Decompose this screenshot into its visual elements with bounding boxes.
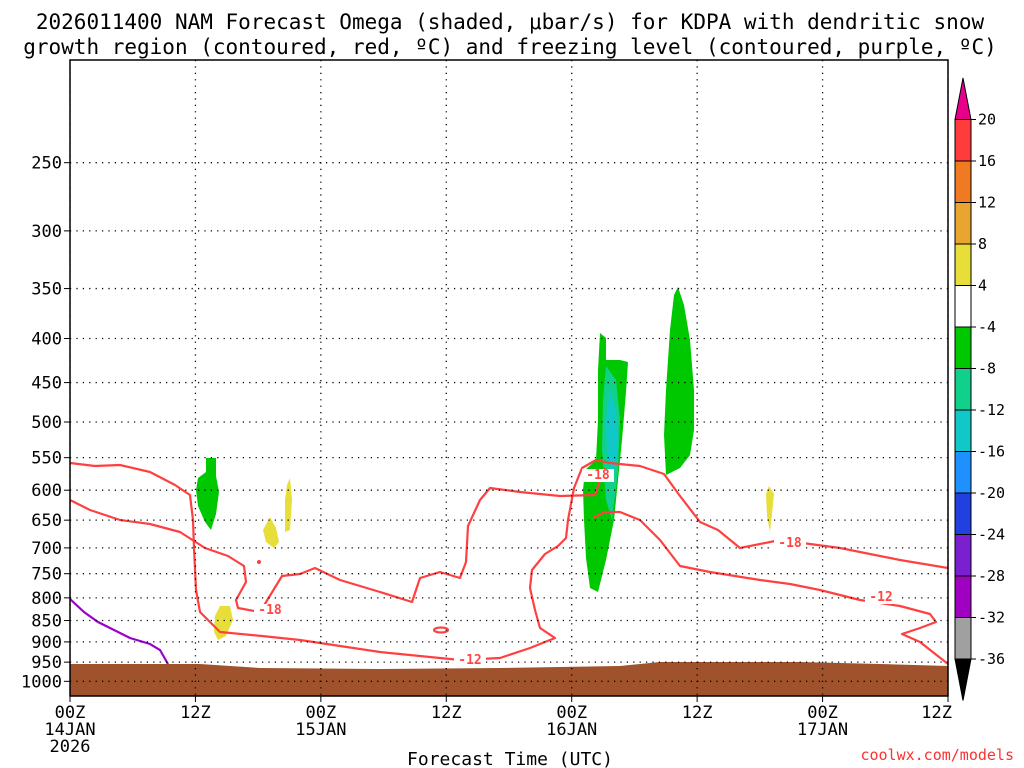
- plot-frame: [69, 59, 949, 697]
- colorbar-label: 16: [978, 152, 996, 170]
- x-tick-sublabel: 2026: [50, 737, 91, 757]
- colorbar: 20 16 12 8 4 -4 -8 -12 -16 -20 -24 -28 -32 -36: [954, 77, 1005, 701]
- x-tick-sublabel: 17JAN: [797, 720, 848, 740]
- freezing-level-contour: [70, 598, 169, 665]
- contour-label-bg: [774, 537, 806, 550]
- colorbar-swatch: [954, 409, 972, 452]
- x-tick-sublabel: 15JAN: [295, 720, 346, 740]
- contour-label-bg: [582, 469, 614, 482]
- colorbar-swatch: [954, 202, 972, 245]
- dgz-contours: [70, 458, 948, 665]
- y-tick-label: 250: [31, 154, 62, 174]
- omega-region-yellow-c: [285, 478, 292, 532]
- contour-label: -18: [586, 468, 610, 483]
- grid: [70, 60, 948, 696]
- watermark: coolwx.com/models: [860, 746, 1014, 764]
- contour-label: -12: [869, 590, 892, 605]
- x-tick-label: 12Z: [682, 703, 713, 723]
- y-tick-label: 550: [31, 449, 62, 469]
- y-tick-label: 850: [31, 612, 62, 632]
- y-tick-label: 300: [31, 222, 62, 242]
- terrain: [70, 662, 948, 696]
- y-tick-label: 750: [31, 565, 62, 585]
- contour-labels: -18 -18 -18 -12 -12: [254, 468, 897, 668]
- y-tick-label: 650: [31, 511, 62, 531]
- colorbar-swatch: [954, 77, 972, 120]
- y-axis: 2503003504004505005506006507007508008509…: [21, 154, 70, 692]
- dgz-contour-upper: [70, 458, 948, 662]
- colorbar-label: 12: [978, 194, 996, 212]
- x-tick-label: 00Z: [556, 703, 587, 723]
- colorbar-swatch: [954, 368, 972, 411]
- contour-label: -18: [258, 603, 282, 618]
- x-tick-sublabel: 16JAN: [546, 720, 597, 740]
- colorbar-label: 4: [978, 277, 987, 295]
- x-tick-label: 12Z: [431, 703, 462, 723]
- colorbar-label: -12: [978, 401, 1005, 419]
- omega-shading: [196, 287, 774, 640]
- colorbar-swatch: [954, 492, 972, 535]
- omega-region-yellow-b: [263, 517, 279, 548]
- colorbar-label: -28: [978, 567, 1005, 585]
- omega-region-green-tall-16jan: [664, 287, 694, 475]
- chart-title-line-2: growth region (contoured, red, ºC) and f…: [23, 35, 997, 59]
- y-tick-label: 950: [31, 653, 62, 673]
- x-axis-label: Forecast Time (UTC): [407, 749, 613, 768]
- x-tick-label: 12Z: [921, 703, 952, 723]
- colorbar-label: -20: [978, 484, 1005, 502]
- colorbar-swatch: [954, 119, 972, 162]
- colorbar-label: 8: [978, 235, 987, 253]
- omega-region-yellow-d: [766, 486, 774, 532]
- x-tick-label: 00Z: [807, 703, 838, 723]
- contour-label-bg: [454, 654, 486, 667]
- dgz-contour-lower-east: [592, 510, 948, 665]
- omega-region-green-12z14jan: [196, 458, 219, 530]
- colorbar-label: 20: [978, 111, 996, 129]
- x-tick-label: 00Z: [305, 703, 336, 723]
- colorbar-swatch: [954, 658, 972, 701]
- dgz-contour-lower: [70, 467, 607, 614]
- colorbar-swatch: [954, 326, 972, 369]
- colorbar-label: -4: [978, 318, 996, 336]
- contour-label-bg: [865, 591, 897, 604]
- y-tick-label: 350: [31, 280, 62, 300]
- chart-title-line-1: 2026011400 NAM Forecast Omega (shaded, μ…: [36, 10, 985, 34]
- colorbar-swatch: [954, 160, 972, 203]
- y-tick-label: 500: [31, 413, 62, 433]
- colorbar-swatch: [954, 575, 972, 618]
- y-tick-label: 800: [31, 589, 62, 609]
- colorbar-label: -16: [978, 443, 1005, 461]
- y-tick-label: 600: [31, 481, 62, 501]
- colorbar-label: -24: [978, 526, 1005, 544]
- y-tick-label: 900: [31, 633, 62, 653]
- x-tick-sublabel: 14JAN: [44, 720, 95, 740]
- colorbar-swatch: [954, 451, 972, 494]
- colorbar-label: -32: [978, 609, 1005, 627]
- colorbar-label: -8: [978, 360, 996, 378]
- colorbar-swatch: [954, 617, 972, 660]
- contour-label: -12: [458, 653, 481, 668]
- omega-region-yellow-a: [214, 606, 233, 640]
- colorbar-swatch: [954, 534, 972, 577]
- y-tick-label: 400: [31, 330, 62, 350]
- contour-label-bg: [254, 604, 286, 617]
- x-tick-label: 12Z: [180, 703, 211, 723]
- colorbar-swatch: [954, 285, 972, 328]
- colorbar-swatch: [954, 243, 972, 286]
- y-tick-label: 700: [31, 539, 62, 559]
- y-tick-label: 1000: [21, 672, 62, 692]
- y-tick-label: 450: [31, 374, 62, 394]
- x-tick-label: 00Z: [55, 703, 86, 723]
- colorbar-label: -36: [978, 650, 1005, 668]
- contour-label: -18: [778, 536, 802, 551]
